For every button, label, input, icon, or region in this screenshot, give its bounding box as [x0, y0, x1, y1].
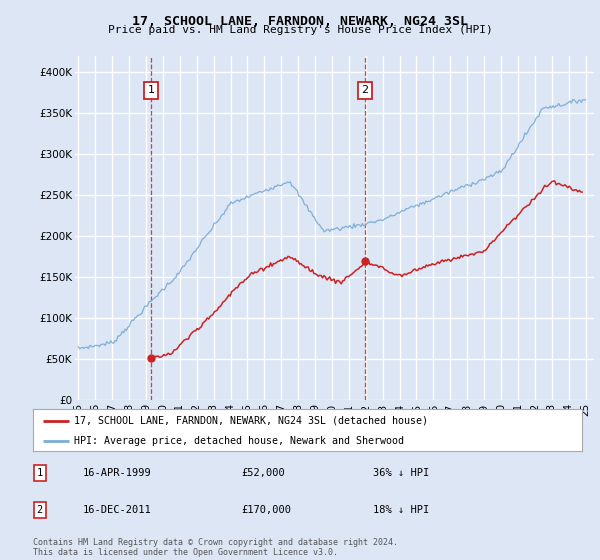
Text: 17, SCHOOL LANE, FARNDON, NEWARK, NG24 3SL (detached house): 17, SCHOOL LANE, FARNDON, NEWARK, NG24 3… [74, 416, 428, 426]
Text: 1: 1 [37, 468, 43, 478]
Text: 36% ↓ HPI: 36% ↓ HPI [373, 468, 430, 478]
Text: £170,000: £170,000 [242, 505, 292, 515]
Text: 2: 2 [362, 86, 368, 95]
Text: 17, SCHOOL LANE, FARNDON, NEWARK, NG24 3SL: 17, SCHOOL LANE, FARNDON, NEWARK, NG24 3… [132, 15, 468, 27]
Text: 16-DEC-2011: 16-DEC-2011 [82, 505, 151, 515]
Text: 16-APR-1999: 16-APR-1999 [82, 468, 151, 478]
Text: 1: 1 [148, 86, 154, 95]
Text: 18% ↓ HPI: 18% ↓ HPI [373, 505, 430, 515]
Text: Contains HM Land Registry data © Crown copyright and database right 2024.
This d: Contains HM Land Registry data © Crown c… [33, 538, 398, 557]
Text: 2: 2 [37, 505, 43, 515]
Text: Price paid vs. HM Land Registry's House Price Index (HPI): Price paid vs. HM Land Registry's House … [107, 25, 493, 35]
Text: £52,000: £52,000 [242, 468, 286, 478]
Text: HPI: Average price, detached house, Newark and Sherwood: HPI: Average price, detached house, Newa… [74, 436, 404, 446]
